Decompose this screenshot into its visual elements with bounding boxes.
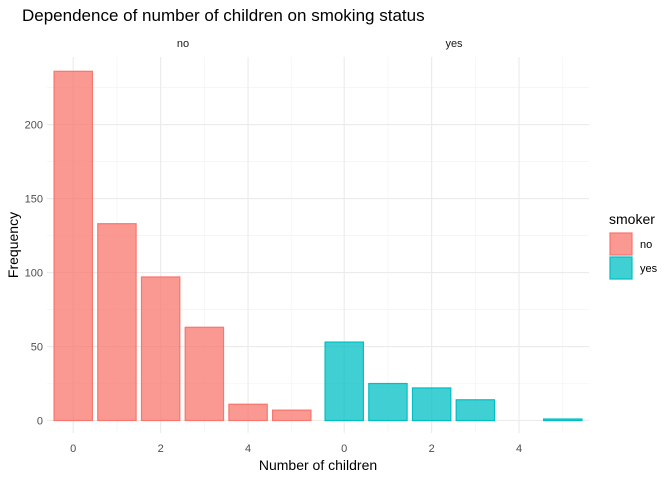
bar-yes-0	[324, 341, 364, 422]
bar-no-3	[184, 326, 225, 422]
x-tick-label: 2	[158, 443, 164, 455]
bar-no-1	[97, 223, 137, 422]
facet-x-ticks-yes: 0 2 4	[341, 443, 522, 455]
facet-panel-yes: yes 0 2 4	[318, 38, 589, 455]
facet-strip-label-yes: yes	[445, 38, 463, 50]
x-tick-label: 0	[70, 443, 76, 455]
bar-yes-3	[455, 399, 496, 422]
facet-strip-label-no: no	[177, 38, 189, 50]
legend-key-no	[609, 232, 633, 256]
facet-panel-no: no 0 2 4	[47, 38, 318, 455]
x-tick-label: 4	[245, 443, 251, 455]
facet-grid-yes	[318, 57, 589, 433]
legend-title: smoker	[609, 211, 655, 227]
facet-bars-yes	[324, 341, 583, 422]
chart-title: Dependence of number of children on smok…	[22, 6, 425, 25]
bar-yes-5	[543, 418, 583, 422]
bar-no-4	[228, 403, 268, 422]
facet-bars-no	[53, 70, 312, 422]
y-tick-label: 50	[31, 342, 43, 354]
x-tick-label: 4	[516, 443, 522, 455]
legend-key-yes	[609, 256, 633, 280]
legend: smoker no yes	[609, 211, 658, 280]
bar-yes-2	[411, 387, 452, 422]
facet-x-ticks-no: 0 2 4	[70, 443, 251, 455]
x-tick-label: 0	[341, 443, 347, 455]
legend-label-yes: yes	[640, 263, 658, 275]
y-tick-label: 0	[37, 416, 43, 428]
y-tick-label: 150	[25, 194, 43, 206]
bar-no-0	[53, 70, 93, 422]
bar-no-5	[272, 409, 312, 422]
y-axis-ticks: 0 50 100 150 200	[25, 120, 43, 428]
x-tick-label: 2	[429, 443, 435, 455]
bar-no-2	[140, 276, 181, 422]
x-axis-title: Number of children	[259, 457, 377, 473]
y-tick-label: 200	[25, 120, 43, 132]
bar-yes-1	[368, 382, 408, 422]
y-tick-label: 100	[25, 268, 43, 280]
legend-label-no: no	[640, 239, 652, 251]
y-axis-title: Frequency	[5, 212, 21, 278]
